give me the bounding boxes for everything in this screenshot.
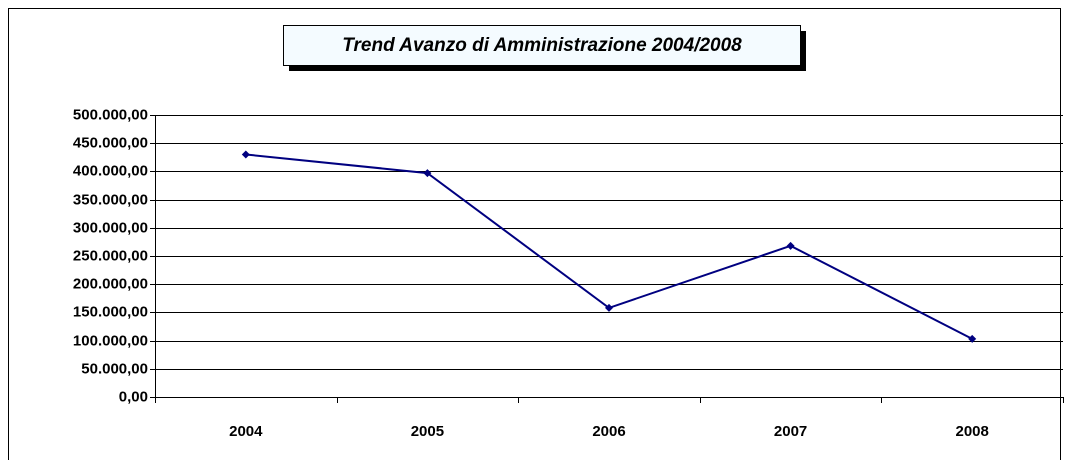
x-tick-label: 2006 [592, 423, 625, 440]
marker [968, 334, 977, 343]
y-tick-label: 0,00 [119, 388, 148, 405]
y-tick-label: 50.000,00 [81, 360, 148, 377]
y-tick-label: 400.000,00 [73, 162, 148, 179]
marker [423, 169, 432, 178]
x-tick-label: 2007 [774, 423, 807, 440]
y-tick-label: 500.000,00 [73, 106, 148, 123]
marker [786, 241, 795, 250]
x-tick-label: 2008 [956, 423, 989, 440]
chart-title: Trend Avanzo di Amministrazione 2004/200… [342, 35, 742, 56]
x-tick-label: 2005 [411, 423, 444, 440]
y-tick-label: 200.000,00 [73, 275, 148, 292]
y-tick-label: 300.000,00 [73, 219, 148, 236]
y-tick-label: 350.000,00 [73, 191, 148, 208]
y-tick-label: 100.000,00 [73, 332, 148, 349]
x-tick-label: 2004 [229, 423, 263, 440]
y-tick-label: 150.000,00 [73, 303, 148, 320]
title-box [283, 25, 801, 66]
chart-border [8, 8, 1061, 460]
y-tick-label: 250.000,00 [73, 247, 148, 264]
y-tick-label: 450.000,00 [73, 134, 148, 151]
marker [605, 303, 613, 312]
marker [241, 150, 250, 159]
